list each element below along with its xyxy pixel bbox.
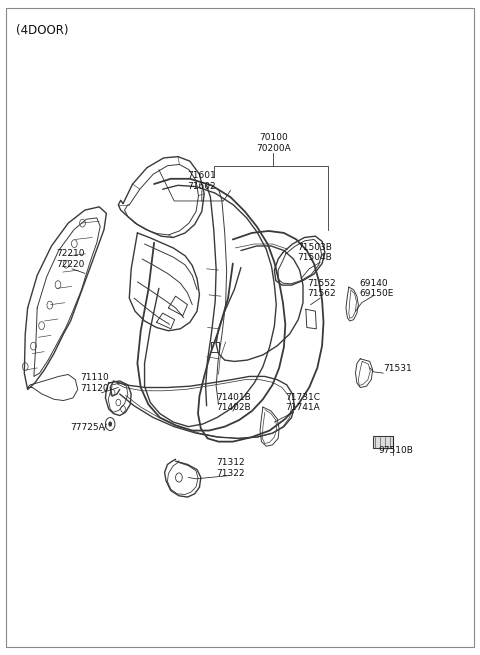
Text: 72210
72220: 72210 72220	[56, 250, 85, 269]
Text: 69140
69150E: 69140 69150E	[360, 279, 394, 298]
Text: 77725A: 77725A	[71, 423, 105, 432]
Text: 71552
71562: 71552 71562	[307, 279, 336, 298]
Text: 71110
71120: 71110 71120	[80, 373, 109, 393]
Text: (4DOOR): (4DOOR)	[16, 24, 68, 37]
Text: 97510B: 97510B	[378, 445, 413, 455]
Text: 71601
71602: 71601 71602	[188, 171, 216, 191]
Text: 71503B
71504B: 71503B 71504B	[297, 243, 332, 262]
Text: 71731C
71741A: 71731C 71741A	[285, 393, 320, 412]
Text: 71401B
71402B: 71401B 71402B	[216, 393, 251, 412]
Text: 71312
71322: 71312 71322	[216, 458, 245, 477]
Circle shape	[108, 421, 112, 426]
Bar	[372, 436, 393, 448]
Text: 70100
70200A: 70100 70200A	[256, 134, 291, 153]
Text: 71531: 71531	[383, 364, 412, 373]
